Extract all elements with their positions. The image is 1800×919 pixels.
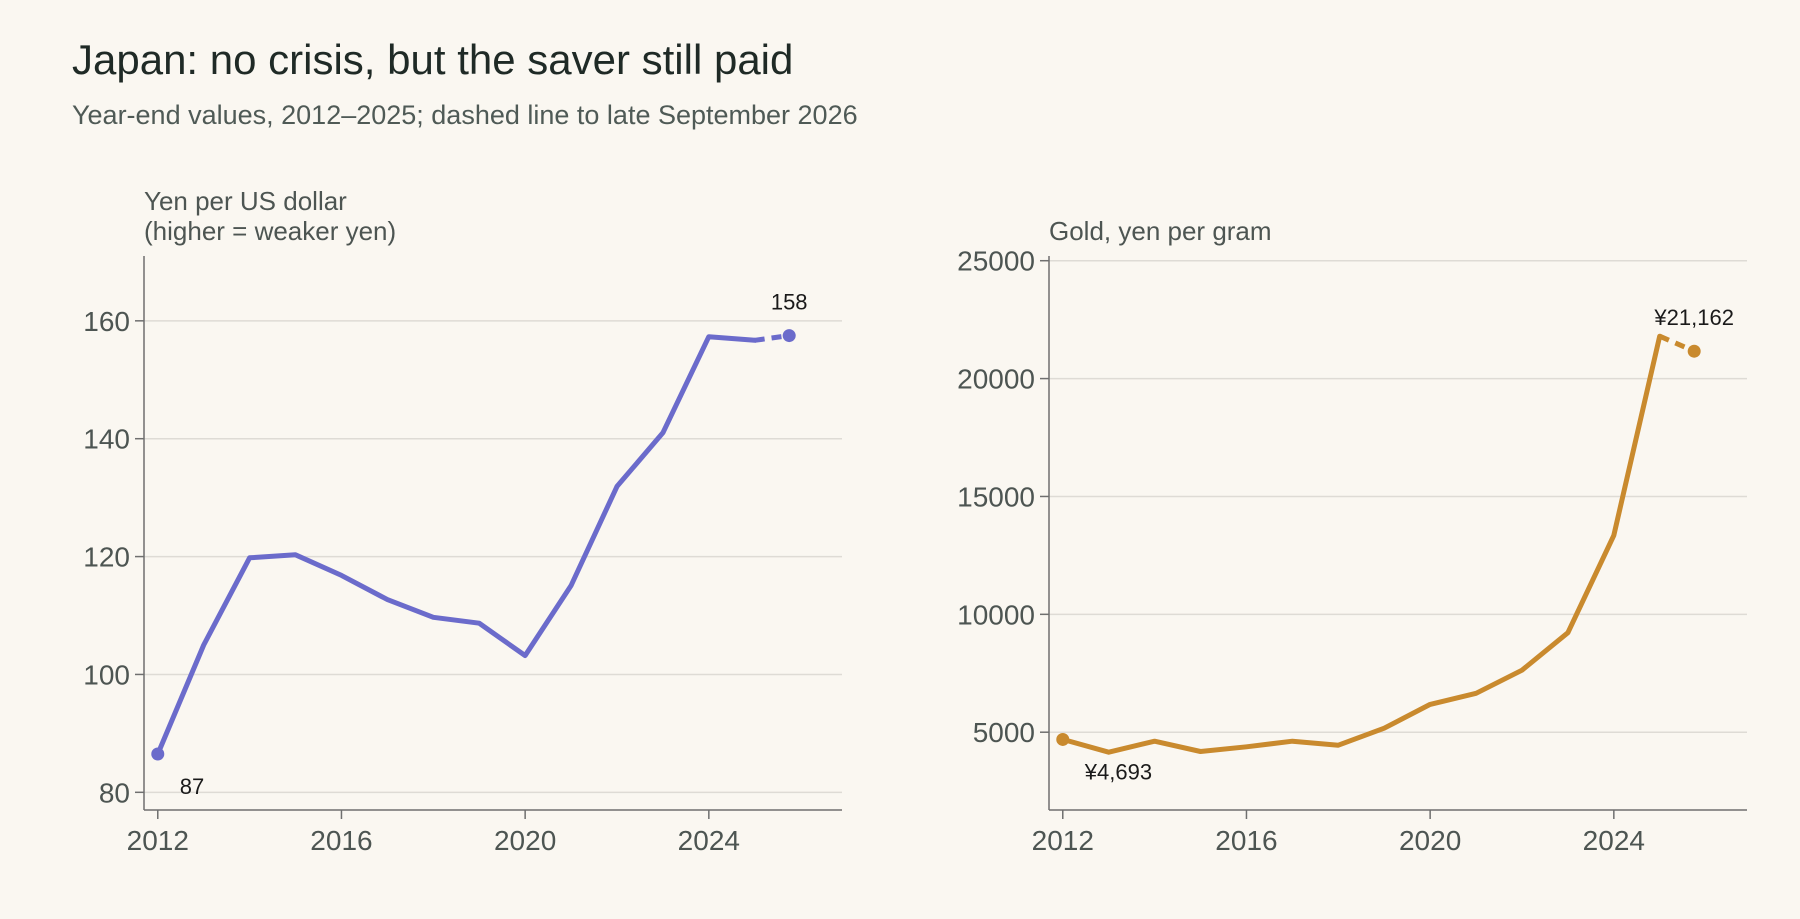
- chart-panel-2: 5000 10000 15000 20000 25000 2012 2016 2020 2024…: [957, 216, 1747, 856]
- y-tick-label: 25000: [957, 246, 1035, 277]
- end-point-marker: [782, 329, 796, 343]
- x-tick-label: 2016: [310, 825, 372, 856]
- projection-line: [754, 333, 790, 343]
- chart-panel-1: 80 100 120 140 160 2012 2016 2020 2024 Yen per US…: [83, 186, 842, 856]
- x-tick-label: 2012: [127, 825, 189, 856]
- y-tick-label: 160: [83, 306, 130, 337]
- chart-subtitle: Year-end values, 2012–2025; dashed line …: [72, 100, 858, 130]
- y-tick-label: 120: [83, 542, 130, 573]
- y-axis-label: Yen per US dollar: [144, 186, 347, 216]
- projection-line: [1658, 333, 1696, 354]
- x-tick-label: 2016: [1215, 825, 1277, 856]
- y-axis-label: Gold, yen per gram: [1049, 216, 1272, 246]
- y-tick-label: 140: [83, 424, 130, 455]
- start-point-marker: [1056, 732, 1070, 746]
- x-tick-label: 2020: [1399, 825, 1461, 856]
- series-line: [1060, 333, 1663, 755]
- y-tick-label: 80: [99, 777, 130, 808]
- data-label: 158: [771, 290, 808, 315]
- start-point-marker: [151, 747, 165, 761]
- y-tick-label: 10000: [957, 599, 1035, 630]
- chart-title: Japan: no crisis, but the saver still pa…: [72, 36, 794, 83]
- x-tick-label: 2020: [494, 825, 556, 856]
- data-label: ¥4,693: [1084, 759, 1152, 784]
- series-line: [155, 334, 758, 757]
- y-tick-label: 20000: [957, 364, 1035, 395]
- x-tick-label: 2024: [678, 825, 740, 856]
- x-tick-label: 2024: [1583, 825, 1645, 856]
- data-label: 87: [180, 774, 204, 799]
- y-tick-label: 100: [83, 659, 130, 690]
- y-tick-label: 15000: [957, 481, 1035, 512]
- end-point-marker: [1687, 344, 1701, 358]
- x-tick-label: 2012: [1032, 825, 1094, 856]
- y-axis-label: (higher = weaker yen): [144, 216, 396, 246]
- data-label: ¥21,162: [1653, 305, 1734, 330]
- y-tick-label: 5000: [973, 717, 1035, 748]
